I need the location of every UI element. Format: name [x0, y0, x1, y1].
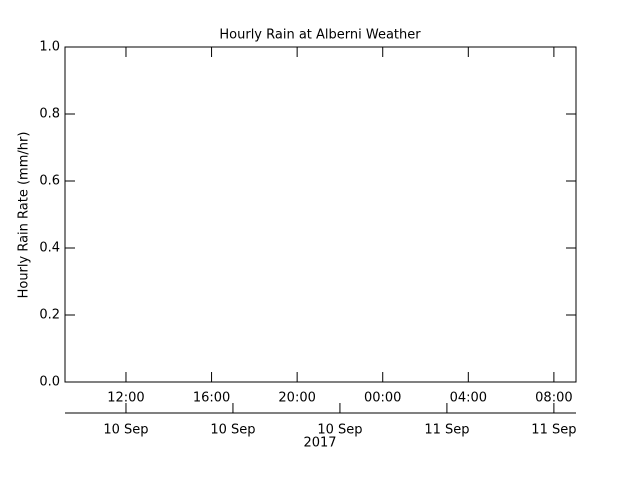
- date-tick-label: 11 Sep: [531, 423, 576, 438]
- date-tick-label: 11 Sep: [424, 423, 469, 438]
- x-tick-label: 12:00: [107, 391, 144, 406]
- x-tick-label: 04:00: [450, 391, 487, 406]
- y-tick-label: 1.0: [39, 40, 60, 55]
- date-tick-label: 10 Sep: [103, 423, 148, 438]
- x-tick-label: 00:00: [364, 391, 401, 406]
- year-label: 2017: [303, 436, 336, 451]
- x-tick-label: 20:00: [278, 391, 315, 406]
- y-axis-label: Hourly Rain Rate (mm/hr): [17, 132, 32, 299]
- plot-frame: [64, 46, 577, 383]
- y-tick-label: 0.4: [39, 241, 60, 256]
- y-tick-label: 0.2: [39, 308, 60, 323]
- y-tick-label: 0.0: [39, 375, 60, 390]
- x-tick-label: 16:00: [193, 391, 230, 406]
- date-tick-label: 10 Sep: [317, 423, 362, 438]
- y-tick-label: 0.8: [39, 107, 60, 122]
- date-tick-label: 10 Sep: [210, 423, 255, 438]
- x-tick-label: 08:00: [535, 391, 572, 406]
- chart-title: Hourly Rain at Alberni Weather: [219, 28, 421, 43]
- y-tick-label: 0.6: [39, 174, 60, 189]
